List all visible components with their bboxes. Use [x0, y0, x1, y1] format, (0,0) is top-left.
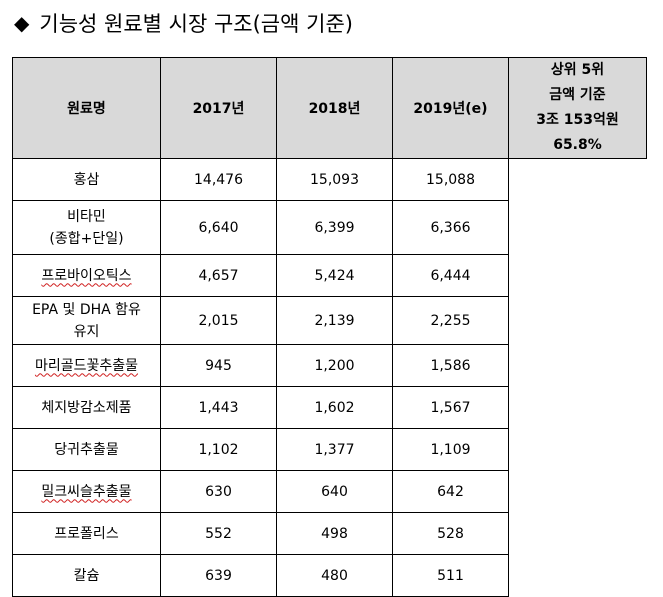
- value-2019e: 1,586: [392, 344, 509, 387]
- value-2018: 2,139: [276, 296, 393, 345]
- value-2019e: 1,109: [392, 428, 509, 471]
- summary-line: 상위 5위: [550, 62, 605, 78]
- header-2018: 2018년: [276, 57, 393, 159]
- material-name: 홍삼: [12, 158, 161, 201]
- value-2017: 4,657: [160, 254, 277, 297]
- market-structure-table: 원료명 2017년 2018년 2019년(e) 상위 5위 금액 기준 3조 …: [12, 57, 647, 597]
- value-2017: 1,443: [160, 386, 277, 429]
- value-2019e: 2,255: [392, 296, 509, 345]
- value-2017: 552: [160, 512, 277, 555]
- table-row: 프로폴리스 552 498 528: [12, 512, 647, 555]
- value-2017: 2,015: [160, 296, 277, 345]
- value-2017: 630: [160, 470, 277, 513]
- value-2018: 640: [276, 470, 393, 513]
- value-2017: 14,476: [160, 158, 277, 201]
- value-2019e: 511: [392, 554, 509, 597]
- summary-cell: 상위 5위 금액 기준 3조 153억원 65.8%: [508, 57, 647, 159]
- material-name: 프로바이오틱스: [12, 254, 161, 297]
- value-2018: 498: [276, 512, 393, 555]
- value-2017: 945: [160, 344, 277, 387]
- value-2017: 639: [160, 554, 277, 597]
- header-row: 원료명 2017년 2018년 2019년(e) 상위 5위 금액 기준 3조 …: [12, 57, 647, 159]
- value-2018: 5,424: [276, 254, 393, 297]
- value-2019e: 1,567: [392, 386, 509, 429]
- table-row: 마리골드꽃추출물 945 1,200 1,586: [12, 344, 647, 387]
- value-2019e: 6,444: [392, 254, 509, 297]
- table-row: 체지방감소제품 1,443 1,602 1,567: [12, 386, 647, 429]
- table-row: 당귀추출물 1,102 1,377 1,109: [12, 428, 647, 471]
- value-2018: 1,377: [276, 428, 393, 471]
- material-name: 프로폴리스: [12, 512, 161, 555]
- table-row: 밀크씨슬추출물 630 640 642: [12, 470, 647, 513]
- value-2018: 6,399: [276, 200, 393, 255]
- material-name: 마리골드꽃추출물: [12, 344, 161, 387]
- summary-line: 3조 153억원: [536, 112, 619, 128]
- table-row: 홍삼 14,476 15,093 15,088: [12, 158, 647, 201]
- title-text: 기능성 원료별 시장 구조(금액 기준): [39, 12, 353, 36]
- table-row: 프로바이오틱스 4,657 5,424 6,444: [12, 254, 647, 297]
- value-2019e: 528: [392, 512, 509, 555]
- table-row: 칼슘 639 480 511: [12, 554, 647, 597]
- material-name: 비타민 (종합+단일): [12, 200, 161, 255]
- header-2017: 2017년: [160, 57, 277, 159]
- value-2018: 480: [276, 554, 393, 597]
- header-2019e: 2019년(e): [392, 57, 509, 159]
- header-material: 원료명: [12, 57, 161, 159]
- material-name: EPA 및 DHA 함유 유지: [12, 296, 161, 345]
- summary-line: 금액 기준: [549, 87, 606, 103]
- value-2019e: 15,088: [392, 158, 509, 201]
- summary-line: 65.8%: [553, 137, 602, 153]
- material-name: 칼슘: [12, 554, 161, 597]
- material-name: 체지방감소제품: [12, 386, 161, 429]
- material-name: 밀크씨슬추출물: [12, 470, 161, 513]
- table-row: 비타민 (종합+단일) 6,640 6,399 6,366: [12, 200, 647, 255]
- value-2018: 1,602: [276, 386, 393, 429]
- value-2017: 1,102: [160, 428, 277, 471]
- value-2018: 15,093: [276, 158, 393, 201]
- value-2019e: 6,366: [392, 200, 509, 255]
- table-row: EPA 및 DHA 함유 유지 2,015 2,139 2,255: [12, 296, 647, 345]
- document-title: ◆ 기능성 원료별 시장 구조(금액 기준): [14, 6, 353, 40]
- value-2018: 1,200: [276, 344, 393, 387]
- value-2017: 6,640: [160, 200, 277, 255]
- material-name: 당귀추출물: [12, 428, 161, 471]
- value-2019e: 642: [392, 470, 509, 513]
- diamond-bullet-icon: ◆: [14, 11, 30, 35]
